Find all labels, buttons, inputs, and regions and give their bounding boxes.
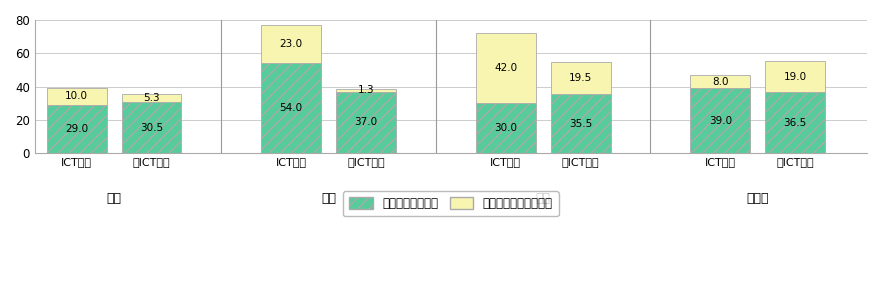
Bar xyxy=(122,94,182,102)
Bar xyxy=(47,88,107,105)
Text: 5.3: 5.3 xyxy=(143,93,160,103)
Text: 23.0: 23.0 xyxy=(280,39,303,49)
Bar xyxy=(691,88,751,153)
Text: 54.0: 54.0 xyxy=(280,103,303,113)
Text: 1.3: 1.3 xyxy=(358,86,374,95)
Bar xyxy=(550,62,610,94)
Text: 米国: 米国 xyxy=(321,192,336,205)
Text: 30.0: 30.0 xyxy=(494,123,517,133)
Text: 37.0: 37.0 xyxy=(355,117,377,127)
Text: 日本: 日本 xyxy=(107,192,122,205)
Text: 39.0: 39.0 xyxy=(709,116,732,126)
Text: 19.5: 19.5 xyxy=(569,73,592,83)
Bar xyxy=(261,63,321,153)
Bar xyxy=(336,91,396,153)
Text: 19.0: 19.0 xyxy=(783,72,807,81)
Text: 36.5: 36.5 xyxy=(783,118,807,128)
Bar xyxy=(336,89,396,91)
Bar xyxy=(475,103,535,153)
Text: 8.0: 8.0 xyxy=(712,76,729,86)
Text: 42.0: 42.0 xyxy=(494,63,518,73)
Legend: 現在の海外展開率, 今後の海外展開意向率: 現在の海外展開率, 今後の海外展開意向率 xyxy=(343,191,558,216)
Text: 29.0: 29.0 xyxy=(65,124,88,134)
Bar xyxy=(475,33,535,103)
Text: 10.0: 10.0 xyxy=(65,91,88,101)
Bar xyxy=(766,61,825,92)
Text: 英国: 英国 xyxy=(535,192,550,205)
Text: ドイツ: ドイツ xyxy=(746,192,769,205)
Bar xyxy=(550,94,610,153)
Bar xyxy=(691,75,751,88)
Text: 30.5: 30.5 xyxy=(140,123,163,133)
Bar xyxy=(122,102,182,153)
Text: 35.5: 35.5 xyxy=(569,119,592,129)
Bar xyxy=(766,92,825,153)
Bar xyxy=(47,105,107,153)
Bar xyxy=(261,25,321,63)
